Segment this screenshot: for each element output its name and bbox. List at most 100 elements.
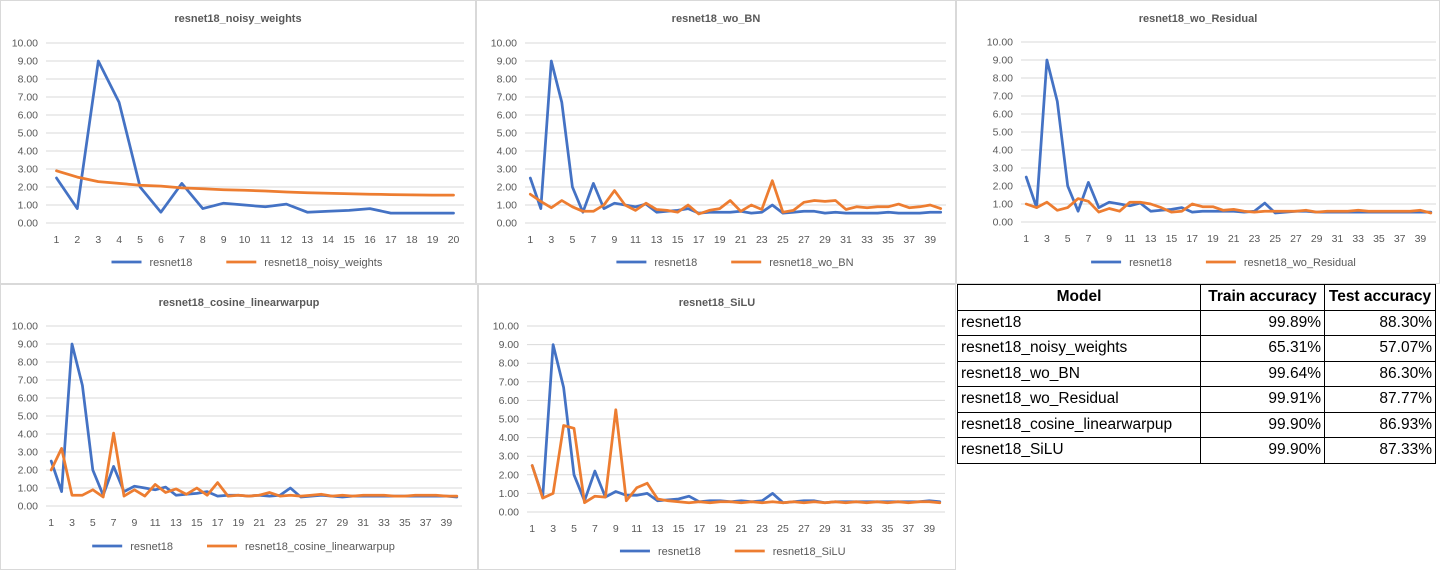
y-tick-label: 4.00 — [499, 432, 520, 444]
legend-label: resnet18 — [150, 257, 193, 269]
chart-title: resnet18_SiLU — [679, 297, 755, 309]
x-tick-label: 35 — [399, 517, 411, 529]
series-line-0 — [1024, 58, 1433, 215]
x-tick-label: 23 — [756, 234, 768, 246]
x-tick-label: 27 — [1290, 233, 1302, 245]
x-tick-label: 18 — [406, 234, 418, 246]
x-tick-label: 11 — [260, 234, 271, 246]
x-tick-label: 37 — [903, 234, 915, 246]
chart-cosine-linearwarpup: resnet18_cosine_linearwarpup 0.00 1.00 2.00… — [0, 284, 478, 570]
y-tick-label: 2.00 — [18, 465, 39, 477]
results-table: Model Train accuracy Test accuracy resne… — [957, 284, 1436, 464]
x-tick-label: 39 — [923, 523, 935, 535]
x-tick-label: 31 — [840, 523, 852, 535]
legend-label: resnet18 — [1129, 257, 1172, 269]
y-tick-label: 2.00 — [499, 469, 520, 481]
x-tick-label: 35 — [882, 234, 894, 246]
y-tick-label: 4.00 — [993, 145, 1014, 157]
x-tick-label: 21 — [735, 234, 747, 246]
series-line-0 — [49, 342, 459, 499]
x-tick-label: 5 — [90, 517, 96, 529]
x-tick-label: 31 — [1332, 233, 1344, 245]
x-tick-label: 37 — [903, 523, 915, 535]
x-tick-label: 15 — [673, 523, 685, 535]
chart-silu: resnet18_SiLU 0.00 1.00 2.00 3.00 4.00 5.00 6.0… — [478, 284, 956, 570]
x-tick-label: 9 — [131, 517, 137, 529]
x-tick-label: 25 — [777, 234, 789, 246]
y-tick-label: 7.00 — [499, 376, 520, 388]
x-tick-label: 27 — [316, 517, 328, 529]
header-train-accuracy: Train accuracy — [1200, 284, 1325, 311]
y-tick-label: 9.00 — [993, 55, 1014, 67]
x-tick-label: 17 — [694, 523, 706, 535]
y-tick-label: 2.00 — [497, 182, 518, 194]
x-tick-label: 33 — [1352, 233, 1364, 245]
y-tick-label: 6.00 — [18, 110, 39, 122]
table-header-row: Model Train accuracy Test accuracy — [957, 284, 1436, 311]
x-tick-label: 11 — [150, 517, 161, 529]
y-tick-label: 9.00 — [497, 56, 518, 68]
x-tick-label: 8 — [200, 234, 206, 246]
x-tick-label: 17 — [1186, 233, 1198, 245]
x-tick-label: 33 — [378, 517, 390, 529]
y-tick-label: 10.00 — [987, 37, 1013, 49]
x-tick-label: 7 — [179, 234, 185, 246]
legend-label: resnet18 — [130, 541, 173, 553]
table-row: resnet18_SiLU 99.90% 87.33% — [957, 437, 1436, 464]
cell-train-accuracy: 99.89% — [1200, 309, 1325, 336]
x-tick-label: 1 — [48, 517, 54, 529]
y-tick-label: 6.00 — [993, 109, 1014, 121]
cell-test-accuracy: 88.30% — [1324, 309, 1436, 336]
y-tick-label: 7.00 — [18, 375, 39, 387]
y-tick-label: 8.00 — [18, 357, 39, 369]
legend-label: resnet18_SiLU — [773, 546, 846, 558]
y-tick-label: 8.00 — [499, 358, 520, 370]
x-tick-label: 33 — [861, 523, 873, 535]
cell-model: resnet18_wo_BN — [957, 360, 1201, 387]
x-tick-label: 13 — [652, 523, 664, 535]
series-line-0 — [55, 59, 455, 215]
cell-test-accuracy: 87.77% — [1324, 386, 1436, 413]
y-tick-label: 6.00 — [497, 110, 518, 122]
y-tick-label: 1.00 — [499, 488, 520, 500]
x-tick-label: 31 — [357, 517, 369, 529]
legend-label: resnet18_wo_Residual — [1244, 257, 1356, 269]
cell-test-accuracy: 57.07% — [1324, 335, 1436, 362]
x-tick-label: 3 — [550, 523, 556, 535]
legend-label: resnet18_wo_BN — [769, 257, 853, 269]
chart-cosine-linearwarpup-svg: resnet18_cosine_linearwarpup 0.00 1.00 2.00… — [12, 297, 462, 553]
x-tick-label: 9 — [221, 234, 227, 246]
table-row: resnet18_wo_Residual 99.91% 87.77% — [957, 386, 1436, 413]
chart-noisy-weights: resnet18_noisy_weights 0.00 1.00 2.00 3.00 4.… — [0, 0, 476, 284]
x-tick-label: 27 — [798, 234, 810, 246]
y-tick-label: 0.00 — [497, 218, 518, 230]
y-tick-label: 0.00 — [18, 501, 39, 513]
chart-wo-bn: resnet18_wo_BN 0.00 1.00 2.00 3.00 4.00 5.00 6.… — [476, 0, 956, 284]
x-tick-label: 17 — [385, 234, 397, 246]
series-line-0 — [528, 59, 943, 215]
x-tick-label: 7 — [1086, 233, 1092, 245]
x-tick-label: 19 — [714, 234, 726, 246]
x-tick-label: 29 — [819, 523, 831, 535]
x-tick-label: 13 — [301, 234, 313, 246]
header-test-accuracy: Test accuracy — [1324, 284, 1436, 311]
y-tick-label: 8.00 — [993, 73, 1014, 85]
x-tick-label: 5 — [571, 523, 577, 535]
cell-test-accuracy: 86.93% — [1324, 411, 1436, 438]
y-tick-label: 10.00 — [12, 38, 38, 50]
header-model: Model — [957, 284, 1201, 311]
x-tick-label: 29 — [1311, 233, 1323, 245]
x-tick-label: 15 — [343, 234, 355, 246]
y-tick-label: 8.00 — [497, 74, 518, 86]
y-tick-label: 4.00 — [18, 146, 39, 158]
series-line-0 — [530, 343, 942, 505]
cell-model: resnet18_wo_Residual — [957, 386, 1201, 413]
y-tick-label: 7.00 — [497, 92, 518, 104]
cell-model: resnet18 — [957, 309, 1201, 336]
x-tick-label: 15 — [191, 517, 203, 529]
x-tick-label: 19 — [233, 517, 245, 529]
x-tick-label: 21 — [1228, 233, 1240, 245]
table-row: resnet18_cosine_linearwarpup 99.90% 86.9… — [957, 411, 1436, 438]
x-tick-label: 29 — [819, 234, 831, 246]
x-tick-label: 10 — [239, 234, 251, 246]
